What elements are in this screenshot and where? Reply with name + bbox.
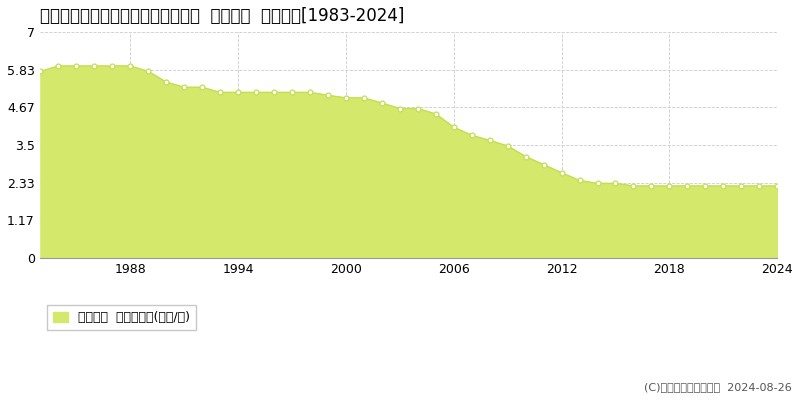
Legend: 地価公示  平均坪単価(万円/坪): 地価公示 平均坪単価(万円/坪) [46, 305, 196, 330]
Text: (C)土地価格ドットコム  2024-08-26: (C)土地価格ドットコム 2024-08-26 [644, 382, 792, 392]
Text: 北海道苫小牧市字勇払２８番１４外  地価公示  地価推移[1983-2024]: 北海道苫小牧市字勇払２８番１４外 地価公示 地価推移[1983-2024] [40, 7, 405, 25]
